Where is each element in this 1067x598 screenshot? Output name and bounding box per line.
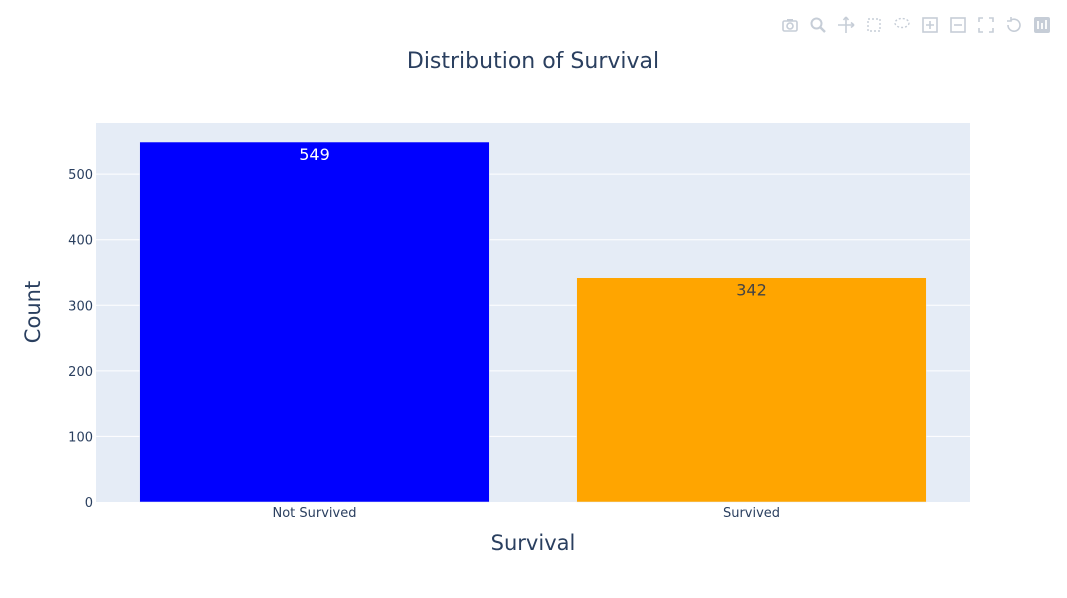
bar-not-survived[interactable] [139,141,490,503]
pan-icon [838,16,855,33]
x-axis-title: Survival [491,531,576,555]
bars: 549 342 [139,141,927,503]
pan-button[interactable] [835,14,857,36]
camera-button[interactable] [779,14,801,36]
y-tick-label: 400 [68,234,93,249]
y-tick-label: 0 [85,496,93,511]
lasso-select-icon [894,17,910,29]
bar-value-label: 549 [299,145,330,164]
zoom-out-icon [950,17,966,33]
zoom-out-button[interactable] [947,14,969,36]
camera-icon [782,19,798,32]
y-tick-label: 500 [68,168,93,183]
zoom-icon [810,17,826,33]
x-tick-label: Not Survived [273,506,357,521]
y-tick-label: 100 [68,430,93,445]
chart-title: Distribution of Survival [407,49,659,74]
zoom-button[interactable] [807,14,829,36]
x-tick-label: Survived [723,506,780,521]
zoom-in-icon [922,17,938,33]
lasso-select-button[interactable] [891,14,913,36]
y-axis-ticks: 0 100 200 300 400 500 [68,168,93,511]
box-select-icon [867,18,881,32]
plotly-logo-button[interactable] [1031,14,1053,36]
box-select-button[interactable] [863,14,885,36]
y-tick-label: 300 [68,299,93,314]
autoscale-icon [978,17,994,33]
autoscale-button[interactable] [975,14,997,36]
x-axis-ticks: Not Survived Survived [273,506,781,521]
reset-axes-icon [1007,17,1021,32]
plotly-logo-icon [1034,17,1050,33]
reset-axes-button[interactable] [1003,14,1025,36]
chart-modebar [779,14,1053,36]
y-axis-title: Count [21,281,45,343]
bar-survived[interactable] [576,277,927,503]
bar-value-label: 342 [736,281,767,300]
zoom-in-button[interactable] [919,14,941,36]
y-tick-label: 200 [68,365,93,380]
